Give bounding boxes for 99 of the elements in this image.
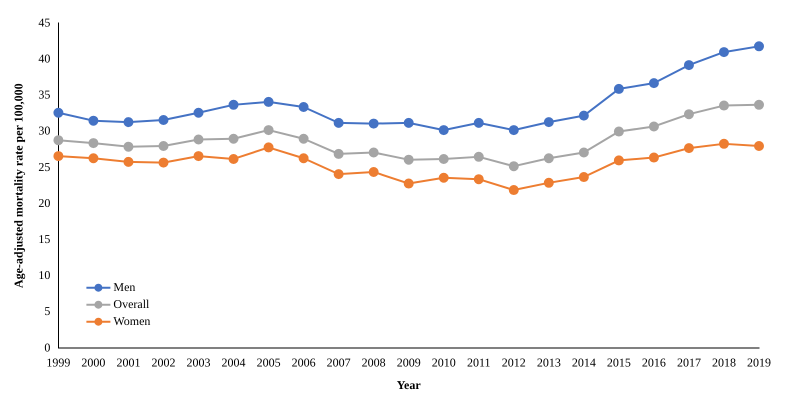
x-tick-label: 2015 xyxy=(606,356,631,370)
point xyxy=(194,151,204,162)
x-tick-label: 2018 xyxy=(712,356,736,370)
point xyxy=(684,143,694,154)
point xyxy=(53,151,64,162)
point xyxy=(578,147,589,158)
point xyxy=(614,84,624,94)
x-tick-label: 2011 xyxy=(466,356,491,370)
x-tick-label: 2007 xyxy=(326,356,351,370)
point xyxy=(718,100,729,111)
point xyxy=(228,134,239,144)
point xyxy=(194,134,204,144)
point xyxy=(648,121,659,132)
point xyxy=(53,135,64,146)
point xyxy=(438,172,449,183)
point xyxy=(614,126,624,137)
point xyxy=(123,142,134,152)
x-tick-label: 2019 xyxy=(747,356,771,370)
point xyxy=(404,154,414,165)
point xyxy=(88,116,98,126)
point xyxy=(508,161,519,172)
point xyxy=(474,174,484,184)
x-tick-label: 2005 xyxy=(256,356,281,370)
point xyxy=(298,153,309,164)
y-tick-label: 5 xyxy=(44,304,50,318)
point xyxy=(264,96,274,107)
point xyxy=(158,158,168,168)
legend-label: Women xyxy=(113,314,150,328)
y-tick-label: 25 xyxy=(38,160,50,174)
point xyxy=(754,140,764,151)
point xyxy=(264,125,274,136)
x-tick-label: 2013 xyxy=(536,356,561,370)
point xyxy=(718,138,729,149)
point xyxy=(228,154,239,164)
y-tick-label: 35 xyxy=(38,88,50,102)
point xyxy=(298,102,309,112)
point xyxy=(684,60,694,70)
y-axis-title: Age-adjusted mortality rate per 100,000 xyxy=(11,83,26,288)
x-tick-label: 2014 xyxy=(572,356,596,370)
point xyxy=(474,118,484,128)
point xyxy=(298,134,309,144)
point xyxy=(334,148,344,159)
x-tick-label: 2003 xyxy=(186,356,211,370)
x-tick-label: 2008 xyxy=(362,356,386,370)
legend-label: Men xyxy=(113,280,136,294)
y-tick-label: 15 xyxy=(38,232,50,246)
point xyxy=(123,156,134,167)
point xyxy=(334,169,344,180)
x-tick-label: 1999 xyxy=(46,356,70,370)
y-tick-label: 40 xyxy=(38,51,50,66)
point xyxy=(368,118,379,129)
x-tick-label: 2012 xyxy=(502,356,526,370)
y-tick-label: 10 xyxy=(38,268,50,282)
x-tick-label: 2001 xyxy=(116,356,140,370)
x-tick-label: 2010 xyxy=(432,356,456,370)
point xyxy=(88,138,98,148)
point xyxy=(648,78,659,88)
point xyxy=(438,154,449,164)
point xyxy=(228,100,239,110)
y-tick-label: 20 xyxy=(38,196,50,210)
point xyxy=(578,110,589,121)
point xyxy=(544,153,554,164)
y-tick-label: 30 xyxy=(38,124,50,138)
point xyxy=(508,185,519,196)
point xyxy=(684,109,694,120)
point xyxy=(474,152,484,162)
point xyxy=(194,108,204,118)
point xyxy=(88,153,98,164)
point xyxy=(368,147,379,158)
x-tick-label: 2009 xyxy=(396,356,421,370)
y-tick-label: 45 xyxy=(38,15,50,30)
x-tick-label: 2006 xyxy=(292,356,316,370)
point xyxy=(508,125,519,136)
x-tick-label: 2002 xyxy=(151,356,176,370)
point xyxy=(264,142,274,152)
point xyxy=(123,117,134,128)
x-tick-label: 2000 xyxy=(81,356,106,370)
point xyxy=(578,172,589,182)
point xyxy=(754,41,764,52)
point xyxy=(614,155,624,166)
point xyxy=(53,108,64,118)
point xyxy=(404,118,414,128)
x-tick-label: 2004 xyxy=(222,356,246,370)
point xyxy=(544,117,554,128)
y-tick-label: 0 xyxy=(44,340,50,354)
x-axis-title: Year xyxy=(396,378,422,392)
point xyxy=(368,166,379,177)
legend-label: Overall xyxy=(113,296,150,311)
point xyxy=(404,178,414,189)
x-tick-label: 2016 xyxy=(642,356,666,370)
point xyxy=(158,114,168,125)
x-tick-label: 2017 xyxy=(676,356,701,370)
point xyxy=(438,125,449,136)
point xyxy=(544,178,554,188)
point xyxy=(158,140,168,151)
point xyxy=(648,152,659,163)
point xyxy=(754,100,764,110)
point xyxy=(334,118,344,128)
point xyxy=(718,47,729,58)
